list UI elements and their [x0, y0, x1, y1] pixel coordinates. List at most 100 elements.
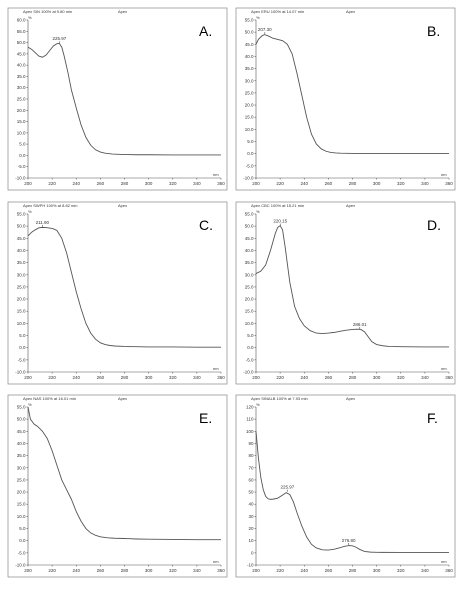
y-tick-label: 5.0 [247, 139, 254, 144]
y-tick-label: 5.0 [19, 333, 26, 338]
y-tick-label: 40 [248, 502, 254, 507]
x-tick-label: 260 [97, 375, 105, 380]
x-tick-label: 220 [48, 181, 56, 186]
y-unit-label: % [28, 209, 32, 214]
panel-6: Apex SINALB 100% at 7.93 min Apex% nm F. -10… [235, 394, 456, 578]
x-unit-label: nm [213, 366, 219, 371]
x-tick-label: 200 [252, 181, 260, 186]
x-tick-label: 320 [169, 181, 177, 186]
x-tick-label: 200 [252, 568, 260, 573]
y-tick-label: -5.0 [18, 357, 26, 362]
y-tick-label: 20.0 [245, 297, 254, 302]
y-tick-label: 80 [248, 453, 254, 458]
x-unit-label: nm [213, 559, 219, 564]
panel-header-mid: Apex [118, 9, 127, 14]
y-tick-label: -5.0 [246, 357, 254, 362]
panel-header-left: Apex SINALB 100% at 7.93 min [251, 396, 308, 401]
x-tick-label: 220 [48, 375, 56, 380]
y-tick-label: 35.0 [17, 260, 26, 265]
panel-header-left: Apex ERU 100% at 14.07 min [251, 9, 304, 14]
panel-letter: D. [427, 217, 441, 233]
y-tick-label: 50.0 [245, 224, 254, 229]
x-tick-label: 240 [72, 375, 80, 380]
y-tick-label: 5.0 [19, 142, 26, 147]
y-tick-label: 90 [248, 441, 254, 446]
y-tick-label: 0.0 [247, 345, 254, 350]
y-tick-label: -5.0 [18, 164, 26, 169]
y-tick-label: 35.0 [17, 453, 26, 458]
y-tick-label: 15.0 [17, 502, 26, 507]
peak-label: 220.15 [273, 219, 287, 224]
y-tick-label: 45.0 [17, 51, 26, 56]
x-tick-label: 240 [72, 181, 80, 186]
y-tick-label: 40.0 [17, 63, 26, 68]
y-tick-label: 10.0 [245, 127, 254, 132]
y-tick-label: 35.0 [245, 66, 254, 71]
y-tick-label: -5.0 [246, 163, 254, 168]
x-tick-label: 240 [300, 181, 308, 186]
y-tick-label: -10.0 [243, 176, 254, 181]
panel-header-mid: Apex [118, 396, 127, 401]
y-tick-label: 40.0 [17, 441, 26, 446]
y-tick-label: 10.0 [17, 514, 26, 519]
x-tick-label: 360 [217, 181, 225, 186]
x-tick-label: 240 [300, 568, 308, 573]
y-tick-label: 10 [248, 538, 254, 543]
panel-4: Apex CBC 100% at 15.21 min Apex% nm D. -10.0… [235, 201, 456, 385]
x-tick-label: 300 [145, 568, 153, 573]
panel-header-left: Apex SIN 100% at 9.80 min [23, 9, 72, 14]
panel-frame [235, 7, 456, 191]
x-tick-label: 200 [252, 375, 260, 380]
x-tick-label: 280 [121, 375, 129, 380]
peak-label: 211.90 [36, 220, 50, 225]
y-tick-label: 25.0 [17, 284, 26, 289]
y-tick-label: 0.0 [19, 538, 26, 543]
x-unit-label: nm [441, 366, 447, 371]
y-tick-label: 20.0 [17, 490, 26, 495]
y-tick-label: 40.0 [245, 54, 254, 59]
y-tick-label: 15.0 [17, 119, 26, 124]
y-tick-label: 55.0 [245, 212, 254, 217]
x-tick-label: 260 [325, 375, 333, 380]
y-unit-label: % [256, 209, 260, 214]
x-tick-label: 300 [145, 375, 153, 380]
y-unit-label: % [256, 402, 260, 407]
y-unit-label: % [28, 402, 32, 407]
y-tick-label: 55.0 [17, 29, 26, 34]
x-tick-label: 280 [349, 568, 357, 573]
peak-label: 207.30 [258, 27, 272, 32]
panel-letter: A. [199, 23, 212, 39]
y-tick-label: 25.0 [245, 284, 254, 289]
panel-header-mid: Apex [346, 9, 355, 14]
panel-header-mid: Apex [346, 396, 355, 401]
y-tick-label: 20.0 [17, 297, 26, 302]
y-tick-label: 10.0 [17, 130, 26, 135]
y-tick-label: 55.0 [17, 212, 26, 217]
x-tick-label: 200 [24, 375, 32, 380]
x-tick-label: 220 [276, 568, 284, 573]
y-tick-label: 50.0 [17, 417, 26, 422]
peak-label: 286.01 [353, 322, 367, 327]
y-tick-label: 30.0 [17, 272, 26, 277]
y-tick-label: 45.0 [17, 429, 26, 434]
y-tick-label: 20 [248, 526, 254, 531]
y-unit-label: % [28, 15, 32, 20]
y-tick-label: 5.0 [19, 526, 26, 531]
x-tick-label: 360 [445, 568, 453, 573]
x-tick-label: 320 [169, 375, 177, 380]
spectrum-line [255, 431, 449, 553]
x-tick-label: 300 [373, 568, 381, 573]
y-tick-label: 35.0 [17, 74, 26, 79]
y-tick-label: -10 [247, 563, 254, 568]
panel-letter: B. [427, 23, 440, 39]
y-tick-label: 30.0 [17, 85, 26, 90]
x-tick-label: 320 [397, 568, 405, 573]
panel-frame [7, 394, 228, 578]
y-tick-label: 0.0 [19, 153, 26, 158]
x-tick-label: 240 [72, 568, 80, 573]
x-tick-label: 220 [48, 568, 56, 573]
y-tick-label: 15.0 [245, 309, 254, 314]
y-tick-label: 70 [248, 465, 254, 470]
spectrum-line [255, 225, 449, 348]
